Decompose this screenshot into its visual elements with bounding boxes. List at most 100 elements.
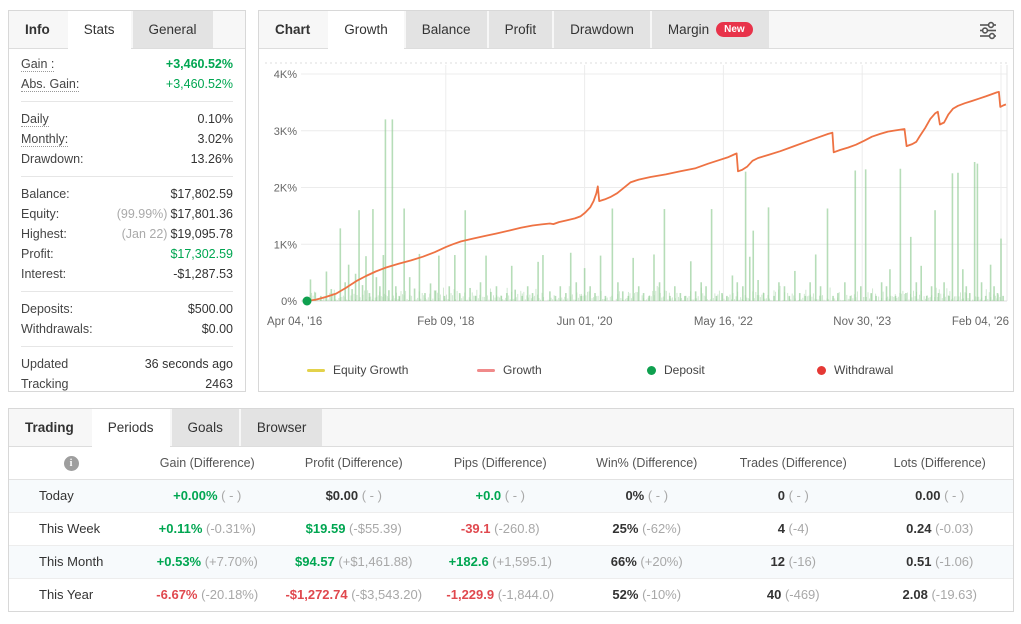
stat-row: Interest: -$1,287.53 [21,264,233,284]
tab-label: Trading [25,420,74,435]
cell-main-value: -6.67% [156,587,198,603]
cell-main-value: +0.0 [475,488,502,503]
stat-value-main: 0.10% [197,112,233,126]
tab-general[interactable]: General [132,11,213,48]
tab-label: Margin [667,22,710,37]
tab-label: Chart [275,22,311,37]
stat-value-main: $17,801.36 [170,207,233,221]
stat-value: $500.00 [188,302,233,316]
stat-value-prefix: (Jan 22) [121,227,168,241]
legend-label: Growth [503,363,542,377]
stat-label[interactable]: Abs. Gain: [21,76,80,92]
cell-main-value: 2.08 [902,587,928,603]
stat-value-main: 13.26% [190,152,233,166]
tab-label: Browser [256,420,307,435]
stat-row: Monthly: 3.02% [21,129,233,149]
value-cell: 4 (-4) [720,512,867,546]
stat-value: 36 seconds ago [145,357,233,371]
tab-chart[interactable]: Chart [259,11,326,48]
cell-main-value: 40 [766,587,782,603]
tab-goals[interactable]: Goals [171,409,239,446]
stat-value: (99.99%) $17,801.36 [117,207,233,221]
tab-profit[interactable]: Profit [488,11,553,48]
cell-main-value: $19.59 [305,521,346,536]
stat-label: Highest: [21,227,67,241]
tab-label: Info [25,22,50,37]
stats-group-divider [21,346,233,347]
value-cell: 25% (-62%) [573,512,720,546]
chart-legend: Equity Growth Growth Deposit Withdrawal [259,346,1013,394]
tab-info[interactable]: Info [9,11,66,48]
stat-value-prefix: (99.99%) [116,207,168,221]
cell-difference-value: (-20.18%) [197,587,259,603]
cell-difference-value: ( - ) [644,488,669,503]
cell-main-value: 4 [777,521,785,536]
period-label: Today [9,479,134,513]
tab-label: Profit [504,22,537,37]
table-row: Today +0.00% ( - ) $0.00 ( - ) +0.0 ( - ) 0%… [9,479,1013,513]
stats-group-divider [21,101,233,102]
period-label: This Month [9,545,134,579]
tab-balance[interactable]: Balance [405,11,487,48]
cell-difference-value: (-260.8) [490,521,540,536]
tab-growth[interactable]: Growth [328,11,404,49]
stat-row: Highest: (Jan 22) $19,095.78 [21,224,233,244]
top-row: Info Stats General Gain : +3,460.52% Abs. Ga… [8,10,1014,392]
tab-trading[interactable]: Trading [9,409,90,446]
legend-dot-swatch [647,365,656,375]
stats-group-divider [21,291,233,292]
tab-stats[interactable]: Stats [67,11,131,49]
column-header: Pips (Difference) [427,447,574,480]
cell-difference-value: (-10%) [638,587,682,603]
periods-panel-tabs: Trading Periods Goals Browser [9,409,1013,447]
value-cell: 0% ( - ) [573,479,720,513]
value-cell: 0.51 (-1.06) [866,545,1013,579]
stat-row: Profit: $17,302.59 [21,244,233,264]
tab-periods[interactable]: Periods [91,409,170,447]
tab-margin[interactable]: Margin New [651,11,769,48]
period-label: This Year [39,587,94,603]
growth-chart: 0% 1K% 2K% 3K% 4K% Apr 04, '16 Feb 09, '18 Jun … [259,49,1013,346]
cell-main-value: 0.00 [915,488,941,503]
cell-difference-value: (+$1,461.88) [334,554,413,569]
tab-label: General [148,22,197,37]
stat-label: Deposits: [21,302,74,316]
stat-label[interactable]: Monthly: [21,131,69,147]
table-row: This Year -6.67% (-20.18%) -$1,272.74 (-$3… [9,578,1013,611]
stat-row: Daily 0.10% [21,109,233,129]
y-tick-label: 3K% [274,126,297,138]
tab-drawdown[interactable]: Drawdown [554,11,650,48]
x-tick-label: Feb 04, '26 [952,316,1009,328]
cell-main-value: 0% [625,488,645,503]
legend-item-equity-growth: Equity Growth [307,363,477,377]
stat-value-main: $17,802.59 [170,187,233,201]
cell-difference-value: (-469) [781,587,820,603]
stat-value-main: 36 seconds ago [144,357,233,371]
value-cell: +0.11% (-0.31%) [134,512,281,546]
cell-difference-value: ( - ) [501,488,525,503]
stat-value: (Jan 22) $19,095.78 [122,227,233,241]
stat-value: $17,302.59 [170,247,233,261]
periods-panel: Trading Periods Goals Browser i Gain (Differ… [8,408,1014,612]
legend-item-growth: Growth [477,363,647,377]
stat-row: Updated 36 seconds ago [21,354,233,374]
cell-difference-value: (-19.63) [927,587,977,603]
stat-row: Withdrawals: $0.00 [21,319,233,339]
cell-main-value: +0.53% [156,554,202,569]
tab-browser[interactable]: Browser [240,409,323,446]
value-cell: +0.53% (+7.70%) [134,545,281,579]
column-header: Win% (Difference) [573,447,720,480]
info-icon[interactable]: i [63,455,79,471]
legend-dot-swatch [817,365,826,375]
stat-label[interactable]: Gain : [21,56,55,72]
growth-chart-svg[interactable]: 0% 1K% 2K% 3K% 4K% Apr 04, '16 Feb 09, '18 Jun … [259,49,1013,341]
tab-label: Periods [107,420,154,435]
tab-label: Stats [83,22,115,37]
cell-difference-value: (-1.06) [931,554,974,569]
value-cell: -39.1 (-260.8) [427,512,574,546]
chart-settings-icon[interactable] [963,11,1013,48]
stat-label[interactable]: Daily [21,111,49,127]
stat-row: Deposits: $500.00 [21,299,233,319]
y-tick-label: 0% [281,296,297,308]
value-cell: 52% (-10%) [574,578,721,611]
